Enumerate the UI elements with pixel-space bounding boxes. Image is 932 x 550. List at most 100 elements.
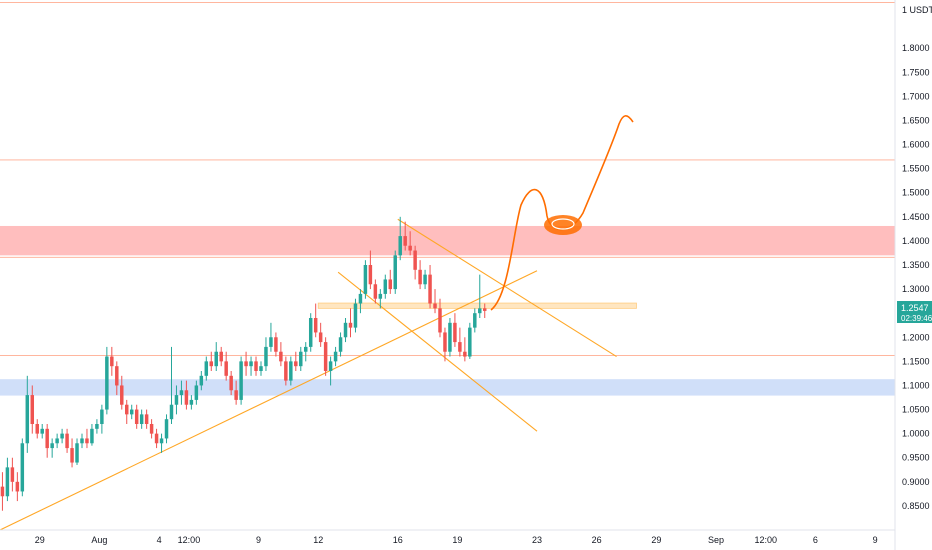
candle-body [30, 395, 35, 424]
candle-body [428, 274, 432, 304]
candle-body [318, 332, 323, 343]
candle-body [274, 337, 278, 352]
candle-body [294, 361, 298, 367]
candle-body [304, 346, 308, 352]
candle-body [95, 424, 99, 429]
candle-body [378, 293, 383, 299]
candle-body [169, 404, 174, 420]
price-tick-label: 0.9000 [902, 477, 930, 487]
projection-arrow-path [490, 115, 634, 311]
candle-body [259, 366, 263, 371]
candle-body [463, 351, 467, 357]
candle-body [403, 236, 407, 246]
candle-body [45, 428, 49, 449]
candle-body [139, 414, 144, 424]
candle-body [100, 409, 104, 424]
time-tick-label: 23 [532, 535, 542, 545]
candle-body [105, 356, 109, 410]
candle-body [159, 438, 164, 444]
candle-body [254, 361, 258, 371]
time-tick-label: 9 [873, 535, 878, 545]
candle-body [204, 361, 209, 376]
price-tick-label: 1.1000 [902, 380, 930, 390]
candle-body [35, 424, 39, 434]
time-tick-label: 29 [35, 535, 45, 545]
price-axis[interactable]: 1 USDT 1.8000 1.7500 1.7000 1.6500 1.6000 1.5… [894, 0, 932, 550]
candle-body [308, 318, 313, 347]
time-tick-label: 29 [651, 535, 661, 545]
price-zones [0, 225, 895, 396]
zone-support [0, 379, 895, 396]
candle-body [483, 308, 487, 311]
candle-body [209, 361, 214, 367]
candle-body [10, 467, 15, 482]
candle-body [110, 356, 114, 367]
candle-body [125, 404, 129, 415]
time-tick-label: 9 [256, 535, 261, 545]
candle-body [164, 419, 169, 439]
candle-body [184, 390, 189, 405]
candle-body [174, 395, 179, 405]
candle-body [323, 342, 328, 371]
price-tick-label: 1.0500 [902, 405, 930, 415]
candle-body [40, 428, 44, 434]
price-tick-label: 1.2000 [902, 332, 930, 342]
candle-body [214, 351, 218, 367]
candle-body [65, 433, 69, 449]
time-tick-label: 19 [452, 535, 462, 545]
candle-body [478, 308, 482, 314]
candle-body [264, 346, 268, 367]
horizontal-lines [0, 1, 895, 357]
last-price-value: 1.2547 [901, 303, 929, 313]
time-tick-label: 6 [813, 535, 818, 545]
last-price-badge [897, 301, 932, 323]
price-tick-label: 1.1500 [902, 356, 930, 366]
candle-body [438, 308, 442, 333]
price-tick-label: 1.4000 [902, 236, 930, 246]
price-tick-label: 1.4500 [902, 212, 930, 222]
candle-body [229, 375, 233, 391]
trend-line [0, 270, 538, 531]
candle-body [338, 337, 343, 352]
candle-body [393, 255, 397, 290]
candlesticks [0, 216, 487, 511]
trend-lines [0, 218, 617, 531]
candle-body [249, 361, 253, 367]
price-tick-label: 0.8500 [902, 501, 930, 511]
time-tick-label: 4 [157, 535, 162, 545]
candle-body [224, 361, 228, 376]
candle-body [219, 351, 223, 362]
candle-body [448, 322, 452, 352]
price-tick-label: 1.7500 [902, 67, 930, 77]
candle-body [55, 438, 59, 444]
candle-body [129, 409, 134, 415]
candle-body [443, 332, 447, 352]
currency-label: 1 USDT [902, 5, 932, 15]
trend-line [337, 271, 538, 432]
time-tick-label: 16 [393, 535, 403, 545]
zone-mid [317, 302, 637, 309]
candle-body [413, 250, 417, 270]
candle-body [120, 385, 124, 405]
last-price-label: 1.2547 02:39:46 [897, 301, 932, 323]
price-tick-label: 1.6000 [902, 140, 930, 150]
time-axis[interactable]: 29 Aug 4 12:00 9 12 16 19 23 26 29 Sep 12:00 6 9 [0, 529, 895, 545]
candle-body [284, 361, 288, 381]
candle-body [60, 433, 64, 439]
candle-body [269, 337, 273, 347]
candle-body [194, 385, 199, 400]
freehand-drawing [490, 115, 634, 311]
last-price-countdown: 02:39:46 [901, 314, 932, 323]
candle-body [299, 351, 303, 367]
time-tick-label: 26 [592, 535, 602, 545]
time-tick-label: 12:00 [178, 535, 201, 545]
candle-body [80, 438, 84, 444]
candle-body [149, 424, 154, 434]
candle-body [85, 438, 89, 444]
candle-body [313, 318, 318, 333]
target-circle-marker [544, 215, 582, 235]
candle-body [134, 409, 139, 424]
candle-body [234, 390, 238, 400]
candle-body [115, 366, 119, 386]
